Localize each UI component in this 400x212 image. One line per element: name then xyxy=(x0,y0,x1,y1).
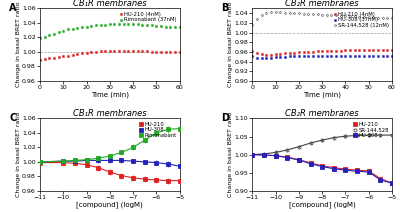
Title: CB₂R membranes: CB₂R membranes xyxy=(285,0,359,8)
Y-axis label: Change in basal BRET ratio: Change in basal BRET ratio xyxy=(16,112,21,197)
Title: CB₂R membranes: CB₂R membranes xyxy=(285,109,359,118)
Text: B: B xyxy=(222,3,229,13)
Y-axis label: Change in basal BRET ratio: Change in basal BRET ratio xyxy=(16,2,21,87)
Text: C: C xyxy=(9,113,16,123)
Text: D: D xyxy=(222,113,230,123)
X-axis label: [compound] (logM): [compound] (logM) xyxy=(289,201,356,208)
Title: CB₁R membranes: CB₁R membranes xyxy=(73,109,147,118)
Text: A: A xyxy=(9,3,17,13)
Legend: HU-210, SR-144,528, HU-308: HU-210, SR-144,528, HU-308 xyxy=(353,121,389,139)
Legend: HU-210 (4nM), Rimonabant (37nM): HU-210 (4nM), Rimonabant (37nM) xyxy=(118,11,177,23)
Legend: HU-210, HU-308, Rimonabant: HU-210, HU-308, Rimonabant xyxy=(139,121,177,139)
X-axis label: Time (min): Time (min) xyxy=(303,91,341,98)
Legend: HU-210 (4nM), HU-308 (37nM), SR-144,528 (12nM): HU-210 (4nM), HU-308 (37nM), SR-144,528 … xyxy=(332,11,389,29)
X-axis label: [compound] (logM): [compound] (logM) xyxy=(76,201,143,208)
Y-axis label: Change in basal BRET ratio: Change in basal BRET ratio xyxy=(228,112,233,197)
Y-axis label: Change in basal BRET ratio: Change in basal BRET ratio xyxy=(228,2,233,87)
X-axis label: Time (min): Time (min) xyxy=(91,91,129,98)
Title: CB₁R membranes: CB₁R membranes xyxy=(73,0,147,8)
